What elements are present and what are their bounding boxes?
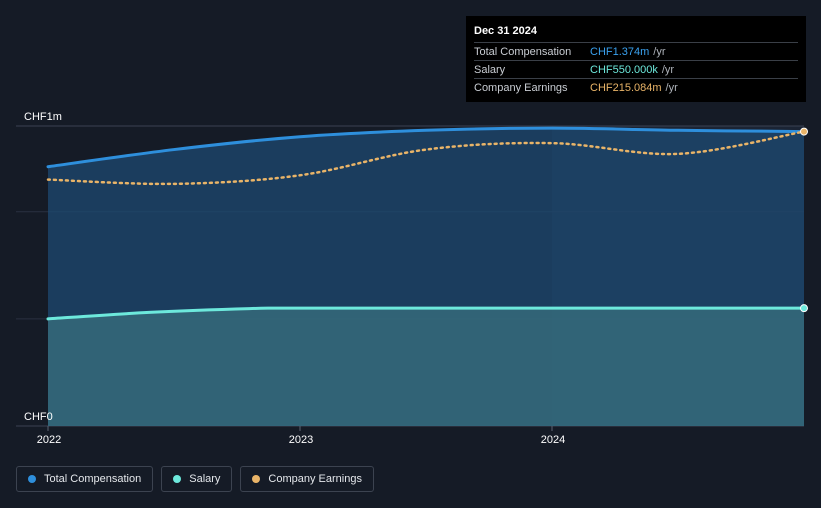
tooltip-label: Total Compensation [474,45,572,58]
company-earnings-line [46,130,806,186]
y-axis-labels: CHF1m CHF0 [24,111,62,423]
legend-label: Salary [189,473,221,485]
tooltip-value: CHF215.084m [590,81,662,94]
salary-area [48,308,804,426]
chart-areas [48,128,804,426]
legend-company-earnings[interactable]: Company Earnings [240,466,374,492]
company-earnings-end-marker [800,127,808,136]
tooltip: Dec 31 2024 Total Compensation CHF1.374m… [466,16,806,102]
legend-dot-icon [28,475,36,483]
tooltip-value: CHF1.374m [590,45,650,58]
x-tick-label: 2022 [37,434,61,446]
tooltip-date: Dec 31 2024 [474,25,537,37]
legend-salary[interactable]: Salary [161,466,233,492]
tooltip-unit: /yr [665,81,678,94]
chart-lines [46,126,806,321]
x-axis-labels: 2022 2023 2024 [37,426,565,446]
x-tick-label: 2024 [541,434,565,446]
legend-total-compensation[interactable]: Total Compensation [16,466,154,492]
tooltip-label: Company Earnings [474,81,568,94]
end-markers [800,127,808,313]
tooltip-unit: /yr [661,63,675,76]
tooltip-value: CHF550.000k [590,63,658,76]
legend: Total Compensation Salary Company Earnin… [16,466,374,492]
x-tick-label: 2023 [289,434,313,446]
y-tick-label: CHF1m [24,111,62,123]
tooltip-row-salary: Salary CHF550.000k /yr [474,60,798,78]
legend-dot-icon [252,475,261,483]
y-tick-label: CHF0 [24,411,53,423]
legend-label: Total Compensation [44,473,142,485]
salary-end-marker [800,304,808,313]
legend-dot-icon [173,475,182,483]
legend-label: Company Earnings [268,473,362,485]
tooltip-row-company-earnings: Company Earnings CHF215.084m /yr [474,78,798,96]
tooltip-unit: /yr [653,45,666,58]
tooltip-label: Salary [474,63,506,76]
salary-line [46,306,806,321]
total-compensation-line [46,126,806,169]
tooltip-row-total-compensation: Total Compensation CHF1.374m /yr [474,42,798,60]
